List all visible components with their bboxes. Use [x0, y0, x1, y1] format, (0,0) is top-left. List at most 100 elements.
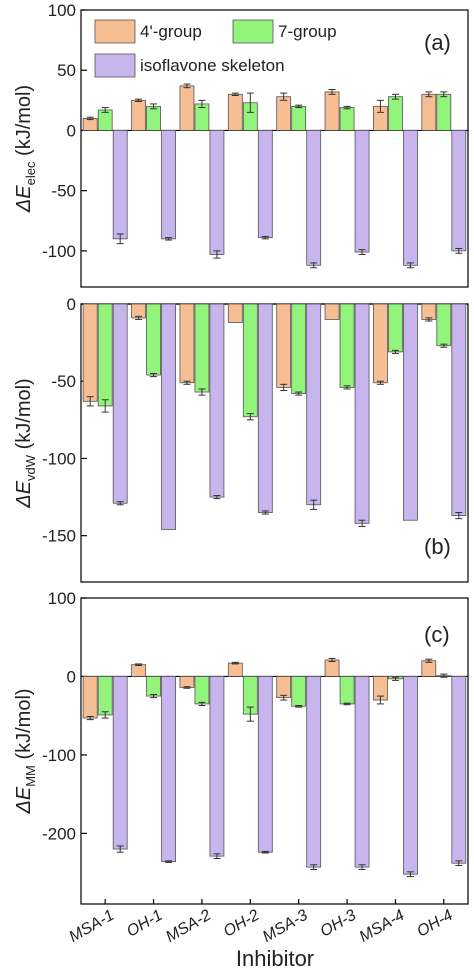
bar-7-group-msa-3 — [291, 676, 307, 707]
y-tick-label: -50 — [51, 182, 76, 201]
bar-4-group-oh-4 — [421, 660, 437, 677]
bar-4-group-msa-3 — [276, 676, 292, 699]
bar-7-group-msa-3 — [291, 105, 307, 131]
panel-c: 100 0 -100 -200 (c) ΔEMM (kJ/mol) — [13, 589, 469, 905]
bar-7-group-oh-1 — [146, 105, 161, 131]
y-axis-unit: (kJ/mol) — [13, 378, 35, 455]
bar-4-group-oh-1 — [131, 99, 146, 131]
bar-7-group-oh-1 — [146, 303, 161, 376]
y-axis-title: ΔEvdW (kJ/mol) — [13, 378, 38, 508]
bar-isoflavone-skeleton-oh-1 — [161, 303, 176, 530]
bar-4-group-oh-3 — [324, 659, 340, 677]
y-axis-symbol: ΔE — [13, 185, 35, 213]
bar-isoflavone-skeleton-msa-3 — [306, 130, 322, 266]
bar-4-group-msa-1 — [82, 303, 98, 402]
bar-isoflavone-skeleton-msa-2 — [209, 130, 225, 255]
bar-4-group-msa-3 — [276, 96, 292, 131]
category-label: OH-2 — [221, 907, 263, 941]
plot-frame — [80, 597, 469, 905]
y-axis-unit: (kJ/mol) — [13, 85, 35, 162]
bar-4-group-oh-1 — [131, 664, 146, 677]
bar-isoflavone-skeleton-msa-3 — [306, 303, 322, 506]
bar-isoflavone-skeleton-oh-3 — [354, 303, 370, 524]
bar-4-group-msa-2 — [179, 676, 195, 688]
bar-4-group-oh-3 — [324, 91, 340, 131]
y-tick-label: -50 — [51, 372, 76, 391]
legend-label-3: isoflavone skeleton — [140, 56, 285, 75]
bar-isoflavone-skeleton-msa-2 — [209, 303, 225, 498]
bar-7-group-msa-2 — [194, 676, 210, 705]
y-tick-label: 100 — [48, 589, 76, 608]
legend: 4'-group 7-group isoflavone skeleton — [94, 19, 337, 78]
bar-isoflavone-skeleton-msa-2 — [209, 676, 225, 857]
bar-4-group-oh-2 — [227, 303, 243, 323]
bar-isoflavone-skeleton-msa-3 — [306, 676, 322, 868]
category-label: MSA-2 — [163, 907, 214, 946]
bar-7-group-msa-1 — [97, 676, 113, 716]
bar-4-group-oh-2 — [227, 93, 243, 131]
bar-7-group-oh-3 — [339, 303, 355, 388]
x-axis-title: Inhibitor — [236, 946, 314, 971]
legend-label-1: 4'-group — [140, 22, 202, 41]
bar-isoflavone-skeleton-msa-4 — [403, 303, 418, 521]
y-tick-label: -100 — [42, 746, 76, 765]
bar-7-group-msa-1 — [97, 303, 113, 407]
bar-4-group-oh-3 — [324, 303, 340, 320]
bar-4-group-msa-1 — [82, 676, 98, 719]
bar-isoflavone-skeleton-oh-4 — [451, 676, 467, 864]
y-axis-title: ΔEelec (kJ/mol) — [13, 85, 38, 213]
bar-7-group-oh-4 — [436, 303, 452, 347]
y-tick-label: 0 — [67, 121, 76, 140]
legend-swatch-2 — [232, 19, 274, 44]
bar-isoflavone-skeleton-msa-1 — [112, 676, 128, 850]
y-axis-subscript: vdW — [23, 454, 38, 481]
y-axis-symbol: ΔE — [13, 786, 35, 814]
category-label: OH-1 — [124, 907, 166, 941]
y-tick-label: -100 — [42, 449, 76, 468]
y-tick-label: -150 — [42, 527, 76, 546]
panel-b: 0 -50 -100 -150 (b) ΔEvdW (kJ/mol) — [13, 295, 469, 583]
bar-7-group-msa-4 — [388, 303, 403, 353]
y-axis-unit: (kJ/mol) — [13, 688, 35, 765]
bar-7-group-oh-3 — [339, 107, 355, 131]
bar-isoflavone-skeleton-oh-2 — [257, 303, 273, 513]
plot-frame — [80, 9, 469, 288]
bar-7-group-oh-4 — [436, 93, 452, 131]
y-tick-label: 50 — [57, 61, 76, 80]
bar-isoflavone-skeleton-oh-3 — [354, 130, 370, 253]
bar-7-group-oh-2 — [242, 303, 258, 418]
bar-4-group-msa-4 — [373, 303, 388, 384]
bar-4-group-oh-2 — [227, 662, 243, 677]
y-tick-label: 100 — [48, 1, 76, 20]
bar-isoflavone-skeleton-msa-1 — [112, 303, 128, 504]
y-tick-label: -100 — [42, 242, 76, 261]
category-label: MSA-3 — [260, 907, 311, 946]
legend-label-2: 7-group — [278, 22, 337, 41]
bar-4-group-msa-2 — [179, 303, 195, 384]
y-axis-subscript: MM — [23, 765, 38, 787]
category-label: MSA-4 — [357, 907, 408, 946]
bar-4-group-msa-1 — [82, 117, 98, 131]
panel-label: (a) — [424, 30, 451, 55]
panel-label: (b) — [424, 534, 451, 559]
legend-swatch-1 — [94, 19, 136, 44]
bar-isoflavone-skeleton-oh-4 — [451, 303, 467, 516]
category-label: MSA-1 — [66, 907, 117, 946]
bar-7-group-oh-1 — [146, 676, 161, 697]
bar-7-group-oh-3 — [339, 676, 355, 705]
bar-isoflavone-skeleton-oh-1 — [161, 676, 176, 863]
y-tick-label: 0 — [67, 295, 76, 314]
chart-panels: 100 50 0 -50 -100 (a) ΔEelec (kJ/mol) 0 -50 -100 -… — [13, 1, 469, 905]
bar-isoflavone-skeleton-oh-1 — [161, 130, 176, 240]
bar-7-group-msa-1 — [97, 109, 113, 131]
bar-7-group-msa-3 — [291, 303, 307, 394]
category-label: OH-4 — [414, 907, 456, 941]
bar-isoflavone-skeleton-oh-2 — [257, 676, 273, 853]
bar-7-group-msa-2 — [194, 303, 210, 393]
bar-isoflavone-skeleton-msa-1 — [112, 130, 128, 240]
bar-4-group-oh-4 — [421, 93, 437, 131]
panel-a: 100 50 0 -50 -100 (a) ΔEelec (kJ/mol) — [13, 1, 469, 288]
legend-swatch-3 — [94, 53, 136, 78]
bar-isoflavone-skeleton-msa-4 — [403, 130, 418, 266]
